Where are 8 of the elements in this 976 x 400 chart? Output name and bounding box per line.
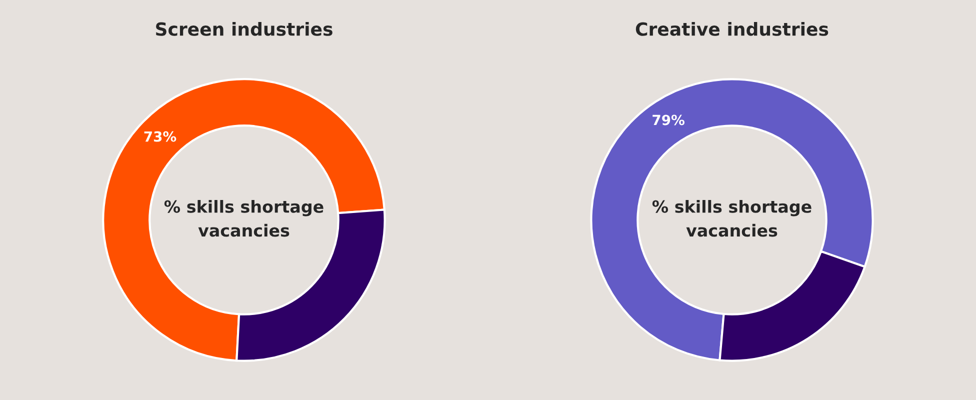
text: % skills shortage vacancies [164, 200, 324, 237]
data-label: 79% [652, 114, 684, 126]
donut-slice [590, 78, 874, 362]
donut-slice [102, 78, 386, 362]
text: % skills shortage vacancies [652, 200, 812, 237]
data-label: 73% [144, 131, 176, 142]
chart-title: Creative industries [636, 22, 828, 36]
chart-title: Screen industries [156, 22, 332, 36]
